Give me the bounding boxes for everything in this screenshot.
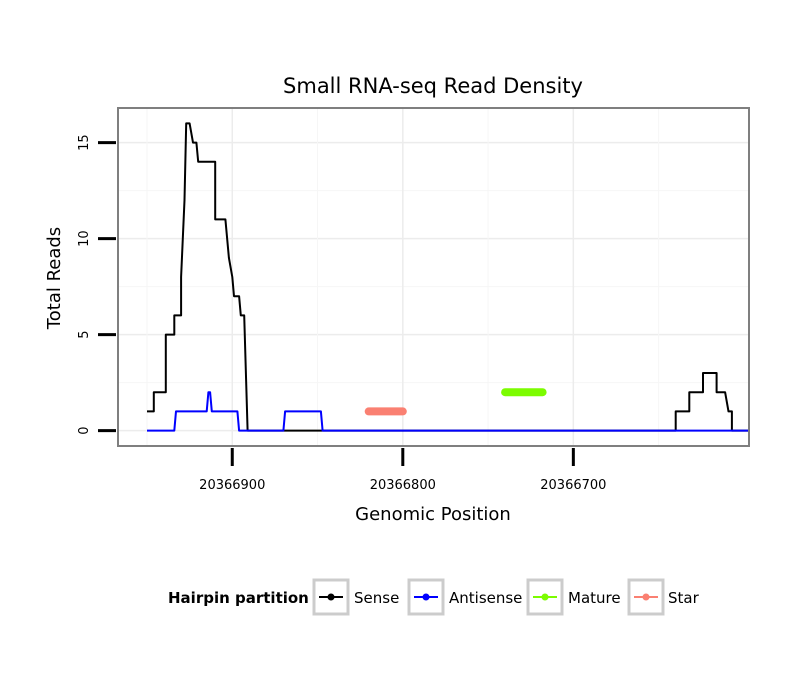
y-tick-label-10: 10 bbox=[77, 230, 92, 247]
y-tick-label-5: 5 bbox=[77, 330, 92, 338]
series-lines bbox=[147, 122, 749, 432]
grid-lines bbox=[118, 108, 749, 446]
legend-label-sense: Sense bbox=[354, 589, 399, 607]
legend-label-star: Star bbox=[668, 589, 700, 607]
y-axis-label: Total Reads bbox=[44, 227, 65, 330]
x-tick-label-20366900: 20366900 bbox=[199, 478, 265, 493]
legend-label-antisense: Antisense bbox=[449, 589, 522, 607]
legend-key-point-mature bbox=[541, 593, 549, 601]
legend-title: Hairpin partition bbox=[168, 589, 309, 607]
y-tick-label-0: 0 bbox=[77, 426, 92, 434]
series-antisense-line bbox=[147, 391, 749, 432]
plot-panel-border bbox=[117, 107, 750, 447]
legend-items: Sense Antisense Mature Star bbox=[312, 578, 700, 616]
x-tick-label-20366800: 20366800 bbox=[370, 478, 436, 493]
legend-key-point-sense bbox=[327, 593, 335, 601]
legend-key-point-star bbox=[642, 593, 650, 601]
x-tick-label-20366700: 20366700 bbox=[540, 478, 606, 493]
chart-title: Small RNA-seq Read Density bbox=[283, 74, 583, 98]
y-tick-label-15: 15 bbox=[77, 134, 92, 151]
legend-label-mature: Mature bbox=[568, 589, 621, 607]
x-axis: 20366900 20366800 20366700 bbox=[199, 448, 606, 493]
y-axis: 0 5 10 15 bbox=[77, 134, 116, 435]
legend: Hairpin partition Sense Antisense Mature St… bbox=[168, 578, 700, 616]
x-axis-label: Genomic Position bbox=[355, 504, 511, 525]
legend-key-point-antisense bbox=[422, 593, 430, 601]
